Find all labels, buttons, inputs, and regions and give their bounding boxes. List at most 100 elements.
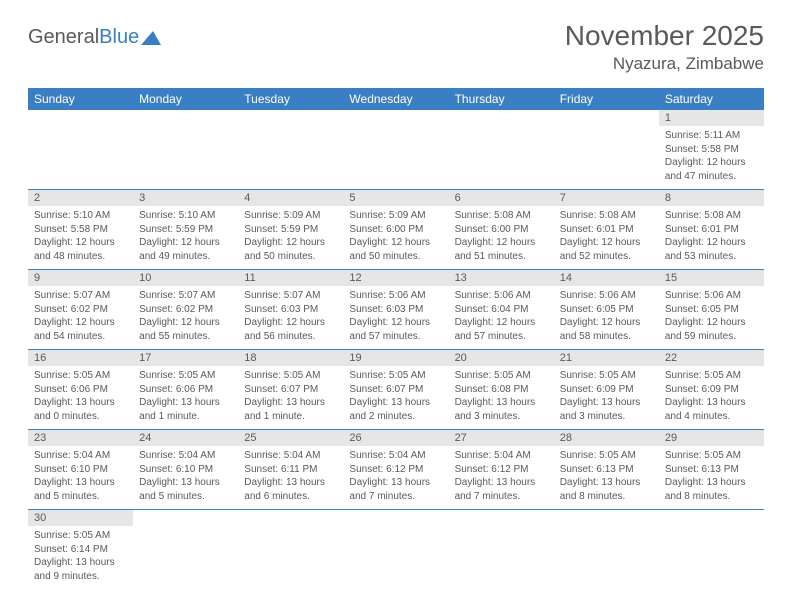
day-content-cell: Sunrise: 5:08 AMSunset: 6:01 PMDaylight:…	[554, 206, 659, 270]
day-number-cell	[554, 110, 659, 126]
day-content-cell: Sunrise: 5:06 AMSunset: 6:03 PMDaylight:…	[343, 286, 448, 350]
content-row: Sunrise: 5:05 AMSunset: 6:06 PMDaylight:…	[28, 366, 764, 430]
daynum-row: 23242526272829	[28, 430, 764, 447]
day-content-cell: Sunrise: 5:04 AMSunset: 6:11 PMDaylight:…	[238, 446, 343, 510]
day-content-cell: Sunrise: 5:05 AMSunset: 6:08 PMDaylight:…	[449, 366, 554, 430]
day-number-cell: 27	[449, 430, 554, 447]
day-content-cell: Sunrise: 5:07 AMSunset: 6:02 PMDaylight:…	[133, 286, 238, 350]
day-number-cell: 28	[554, 430, 659, 447]
day-number-cell	[343, 110, 448, 126]
day-content-cell: Sunrise: 5:11 AMSunset: 5:58 PMDaylight:…	[659, 126, 764, 190]
day-content-cell	[28, 126, 133, 190]
day-number-cell: 24	[133, 430, 238, 447]
day-content-cell: Sunrise: 5:04 AMSunset: 6:10 PMDaylight:…	[133, 446, 238, 510]
day-content-cell: Sunrise: 5:05 AMSunset: 6:06 PMDaylight:…	[133, 366, 238, 430]
day-number-cell: 1	[659, 110, 764, 126]
day-number-cell: 13	[449, 270, 554, 287]
title-block: November 2025 Nyazura, Zimbabwe	[565, 20, 764, 74]
day-number-cell: 3	[133, 190, 238, 207]
day-number-cell: 12	[343, 270, 448, 287]
content-row: Sunrise: 5:04 AMSunset: 6:10 PMDaylight:…	[28, 446, 764, 510]
day-number-cell: 4	[238, 190, 343, 207]
brand-part1: General	[28, 26, 99, 49]
day-number-cell: 22	[659, 350, 764, 367]
brand-part2: Blue	[99, 26, 139, 49]
content-row: Sunrise: 5:05 AMSunset: 6:14 PMDaylight:…	[28, 526, 764, 589]
day-number-cell	[238, 110, 343, 126]
weekday-header: Thursday	[449, 88, 554, 110]
weekday-header: Friday	[554, 88, 659, 110]
day-content-cell: Sunrise: 5:05 AMSunset: 6:13 PMDaylight:…	[554, 446, 659, 510]
day-number-cell: 11	[238, 270, 343, 287]
day-content-cell: Sunrise: 5:05 AMSunset: 6:07 PMDaylight:…	[343, 366, 448, 430]
day-content-cell: Sunrise: 5:04 AMSunset: 6:10 PMDaylight:…	[28, 446, 133, 510]
day-number-cell: 25	[238, 430, 343, 447]
weekday-header: Monday	[133, 88, 238, 110]
day-content-cell	[238, 526, 343, 589]
header: GeneralBlue November 2025 Nyazura, Zimba…	[28, 20, 764, 74]
day-content-cell	[133, 126, 238, 190]
month-title: November 2025	[565, 20, 764, 52]
content-row: Sunrise: 5:10 AMSunset: 5:58 PMDaylight:…	[28, 206, 764, 270]
day-number-cell	[28, 110, 133, 126]
day-number-cell	[133, 510, 238, 527]
day-content-cell: Sunrise: 5:10 AMSunset: 5:59 PMDaylight:…	[133, 206, 238, 270]
weekday-header: Wednesday	[343, 88, 448, 110]
day-number-cell: 23	[28, 430, 133, 447]
day-content-cell	[449, 126, 554, 190]
day-number-cell: 8	[659, 190, 764, 207]
day-number-cell: 30	[28, 510, 133, 527]
day-content-cell: Sunrise: 5:05 AMSunset: 6:14 PMDaylight:…	[28, 526, 133, 589]
day-number-cell	[449, 510, 554, 527]
daynum-row: 2345678	[28, 190, 764, 207]
day-number-cell	[554, 510, 659, 527]
day-content-cell: Sunrise: 5:08 AMSunset: 6:01 PMDaylight:…	[659, 206, 764, 270]
page: GeneralBlue November 2025 Nyazura, Zimba…	[0, 0, 792, 612]
daynum-row: 16171819202122	[28, 350, 764, 367]
day-content-cell	[343, 126, 448, 190]
day-content-cell: Sunrise: 5:09 AMSunset: 5:59 PMDaylight:…	[238, 206, 343, 270]
day-number-cell	[238, 510, 343, 527]
weekday-header: Saturday	[659, 88, 764, 110]
brand-logo: GeneralBlue	[28, 20, 163, 49]
day-number-cell	[449, 110, 554, 126]
day-content-cell: Sunrise: 5:08 AMSunset: 6:00 PMDaylight:…	[449, 206, 554, 270]
day-content-cell	[659, 526, 764, 589]
day-content-cell	[238, 126, 343, 190]
day-number-cell: 7	[554, 190, 659, 207]
daynum-row: 9101112131415	[28, 270, 764, 287]
day-content-cell: Sunrise: 5:04 AMSunset: 6:12 PMDaylight:…	[449, 446, 554, 510]
day-content-cell	[343, 526, 448, 589]
day-content-cell	[449, 526, 554, 589]
content-row: Sunrise: 5:07 AMSunset: 6:02 PMDaylight:…	[28, 286, 764, 350]
daynum-row: 1	[28, 110, 764, 126]
weekday-header: Sunday	[28, 88, 133, 110]
day-number-cell: 2	[28, 190, 133, 207]
day-number-cell: 17	[133, 350, 238, 367]
day-content-cell	[133, 526, 238, 589]
day-number-cell: 6	[449, 190, 554, 207]
calendar-table: SundayMondayTuesdayWednesdayThursdayFrid…	[28, 88, 764, 589]
day-number-cell: 16	[28, 350, 133, 367]
daynum-row: 30	[28, 510, 764, 527]
day-number-cell	[659, 510, 764, 527]
day-content-cell: Sunrise: 5:09 AMSunset: 6:00 PMDaylight:…	[343, 206, 448, 270]
day-number-cell: 9	[28, 270, 133, 287]
day-number-cell: 26	[343, 430, 448, 447]
sail-icon	[141, 29, 163, 47]
day-number-cell: 18	[238, 350, 343, 367]
day-number-cell: 21	[554, 350, 659, 367]
day-content-cell: Sunrise: 5:07 AMSunset: 6:02 PMDaylight:…	[28, 286, 133, 350]
day-number-cell: 19	[343, 350, 448, 367]
day-number-cell: 15	[659, 270, 764, 287]
day-number-cell: 29	[659, 430, 764, 447]
day-number-cell: 10	[133, 270, 238, 287]
day-number-cell: 14	[554, 270, 659, 287]
day-content-cell: Sunrise: 5:05 AMSunset: 6:06 PMDaylight:…	[28, 366, 133, 430]
location: Nyazura, Zimbabwe	[565, 54, 764, 74]
day-content-cell: Sunrise: 5:07 AMSunset: 6:03 PMDaylight:…	[238, 286, 343, 350]
day-content-cell: Sunrise: 5:10 AMSunset: 5:58 PMDaylight:…	[28, 206, 133, 270]
day-content-cell: Sunrise: 5:05 AMSunset: 6:09 PMDaylight:…	[659, 366, 764, 430]
day-content-cell: Sunrise: 5:04 AMSunset: 6:12 PMDaylight:…	[343, 446, 448, 510]
weekday-header-row: SundayMondayTuesdayWednesdayThursdayFrid…	[28, 88, 764, 110]
